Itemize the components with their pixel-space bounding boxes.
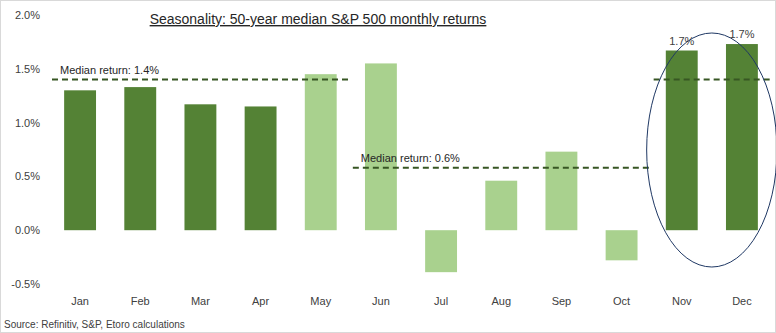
bar bbox=[666, 51, 698, 231]
source: Source: Refinitiv, S&P, Etoro calculatio… bbox=[4, 319, 185, 330]
y-tick-label: 0.0% bbox=[15, 224, 40, 236]
x-tick-label: Aug bbox=[491, 295, 511, 307]
bar bbox=[726, 44, 758, 230]
chart: -0.5% 0.0% 0.5% 1.0% 1.5% 2.0% Jan Feb Mar Apr May… bbox=[0, 0, 776, 333]
bar bbox=[545, 152, 577, 231]
annotation: Median return: 0.6% bbox=[361, 152, 460, 164]
highlight-ellipse bbox=[647, 33, 776, 267]
x-tick-label: May bbox=[310, 295, 331, 307]
x-tick-label: Apr bbox=[252, 295, 269, 307]
bar bbox=[124, 87, 156, 230]
y-tick-label: 0.5% bbox=[15, 170, 40, 182]
bar bbox=[184, 104, 216, 230]
x-tick-label: Oct bbox=[613, 295, 630, 307]
bar bbox=[245, 106, 277, 230]
bars bbox=[64, 44, 758, 272]
y-tick-label: 1.0% bbox=[15, 117, 40, 129]
median-line bbox=[52, 79, 349, 81]
bar bbox=[64, 90, 96, 230]
y-tick-label: 2.0% bbox=[15, 9, 40, 21]
bar bbox=[365, 63, 397, 230]
title: Seasonality: 50-year median S&P 500 mont… bbox=[150, 11, 487, 27]
median-line bbox=[654, 79, 770, 81]
x-tick-label: Nov bbox=[672, 295, 692, 307]
x-tick-label: Jul bbox=[434, 295, 448, 307]
data-label: 1.7% bbox=[669, 35, 694, 47]
x-tick-label: Feb bbox=[131, 295, 150, 307]
data-label: 1.7% bbox=[729, 28, 754, 40]
y-tick-label: 1.5% bbox=[15, 63, 40, 75]
annotation: Median return: 1.4% bbox=[60, 64, 159, 76]
x-tick-label: Sep bbox=[552, 295, 572, 307]
y-tick-label: -0.5% bbox=[11, 278, 40, 290]
x-tick-label: Dec bbox=[732, 295, 752, 307]
bar bbox=[606, 230, 638, 260]
x-tick-label: Mar bbox=[191, 295, 210, 307]
median-line bbox=[353, 167, 650, 169]
x-tick-label: Jan bbox=[71, 295, 89, 307]
x-tick-label: Jun bbox=[372, 295, 390, 307]
chart-border bbox=[1, 1, 776, 333]
bar bbox=[425, 230, 457, 272]
bar bbox=[305, 74, 337, 230]
bar bbox=[485, 181, 517, 230]
